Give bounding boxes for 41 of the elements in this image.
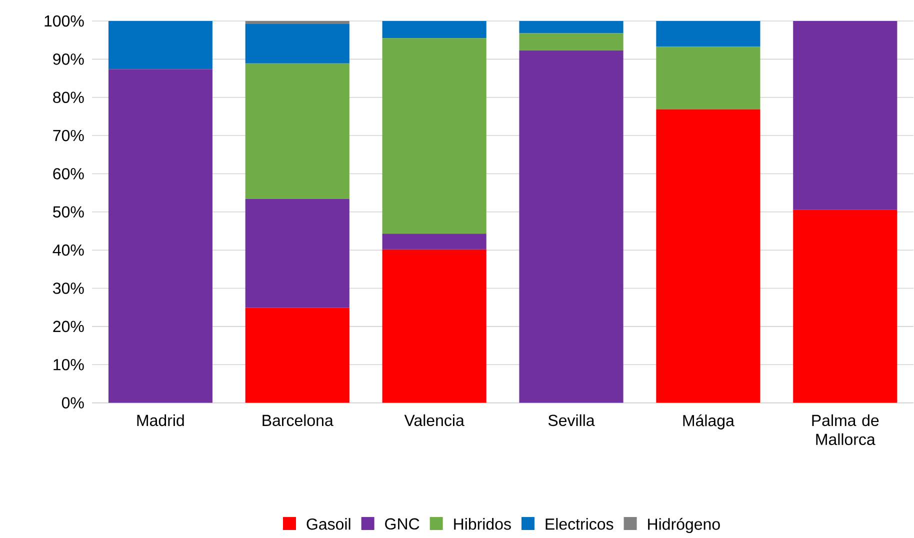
y-tick-label: 90%	[53, 54, 84, 65]
bar	[382, 21, 486, 38]
bar	[656, 109, 760, 403]
bar	[245, 24, 350, 64]
bar	[245, 21, 350, 24]
bar	[793, 21, 898, 210]
x-tick-label: Palma de Mallorca	[812, 414, 879, 446]
y-tick-label: 20%	[53, 320, 84, 332]
bar	[382, 38, 486, 234]
y-tick-label: 10%	[54, 359, 84, 370]
y-tick-label: 40%	[52, 244, 84, 256]
bar	[382, 249, 486, 403]
x-tick-label: Málaga	[683, 414, 734, 430]
bar	[382, 234, 486, 250]
bar	[245, 199, 350, 308]
y-tick-label: 50%	[53, 206, 84, 218]
x-tick-label: Sevilla	[548, 414, 595, 426]
bar	[108, 69, 212, 403]
x-tick-label: Madrid	[137, 414, 184, 426]
legend-label: Electricos	[546, 518, 614, 530]
bar	[108, 21, 212, 70]
bar	[656, 46, 760, 110]
x-tick-label: Valencia	[404, 414, 464, 426]
y-tick-label: 30%	[53, 282, 84, 294]
legend-label: Hidrógeno	[648, 518, 720, 534]
y-tick-label: 80%	[53, 92, 84, 104]
bar	[519, 21, 624, 34]
bar	[245, 308, 350, 403]
x-tick-label: Barcelona	[262, 414, 334, 426]
bar	[793, 210, 898, 403]
bar	[656, 21, 760, 47]
y-tick-label: 70%	[53, 130, 84, 142]
legend-label: Gasoil	[306, 518, 350, 530]
bar	[519, 33, 624, 50]
y-tick-label: 60%	[53, 168, 84, 180]
legend-label: Hibridos	[454, 518, 511, 530]
bar	[519, 50, 624, 403]
y-tick-label: 0%	[62, 397, 84, 409]
bar	[245, 63, 350, 200]
y-tick-label: 100%	[44, 15, 84, 27]
legend-label: GNC	[385, 518, 420, 530]
